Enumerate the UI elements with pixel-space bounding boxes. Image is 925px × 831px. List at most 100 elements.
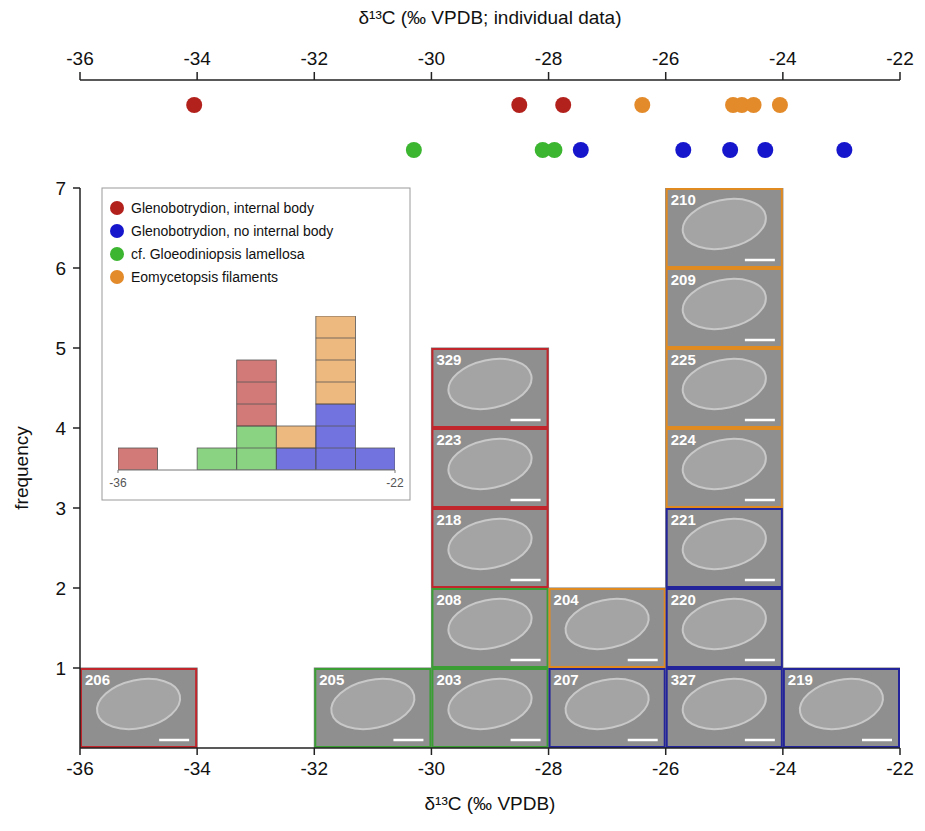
tick (196, 748, 198, 755)
tile-border (667, 189, 782, 267)
tile-border (667, 429, 782, 507)
specimen-tile (666, 668, 783, 748)
legend-label: Glenobotrydion, internal body (131, 200, 314, 216)
specimen-label: 208 (436, 591, 461, 608)
tile-border (667, 589, 782, 667)
inset-panel: -36-22Glenobotrydion, internal bodyGleno… (102, 188, 410, 500)
tile-image (666, 588, 783, 668)
tick (782, 72, 784, 80)
tile-image (783, 668, 900, 748)
legend-marker (110, 201, 124, 215)
tile-image (549, 588, 666, 668)
specimen-label: 224 (671, 431, 697, 448)
specimen-label: 203 (436, 671, 461, 688)
histogram-marks (80, 188, 900, 748)
tile-image (666, 268, 783, 348)
tick-label: -28 (535, 758, 562, 779)
tile-image (549, 668, 666, 748)
scale-bar (745, 419, 775, 422)
scale-bar (745, 579, 775, 582)
data-point (186, 97, 202, 113)
tick (548, 748, 550, 755)
specimen-tile (666, 508, 783, 588)
legend-label: Glenobotrydion, no internal body (131, 223, 333, 239)
inset-frame (102, 188, 410, 500)
specimen-tile (431, 508, 548, 588)
inset-bar (276, 448, 316, 470)
specimen-tile (666, 268, 783, 348)
scale-bar (862, 739, 892, 742)
tick-label: -34 (183, 48, 211, 69)
tile-border (432, 669, 547, 747)
inset-bar (355, 448, 395, 470)
cell-divider (316, 382, 356, 383)
specimen-label: 218 (436, 511, 461, 528)
specimen-label: 204 (554, 591, 580, 608)
specimen-label: 225 (671, 351, 696, 368)
specimen-label: 221 (671, 511, 696, 528)
histogram-bar (314, 668, 431, 748)
legend-label: cf. Gloeodiniopsis lamellosa (131, 246, 305, 262)
specimen-label: 219 (788, 671, 813, 688)
specimen-label: 209 (671, 271, 696, 288)
tick-label: -30 (418, 758, 445, 779)
data-point (722, 142, 738, 158)
tile-image (431, 588, 548, 668)
tick-label: 1 (55, 658, 66, 679)
data-point (836, 142, 852, 158)
inset-bar (118, 448, 158, 470)
tile-border (667, 669, 782, 747)
individual-data-panel: δ¹³C (‰ VPDB; individual data)-36-34-32-… (66, 7, 913, 158)
inset-bar (197, 448, 237, 470)
axis-title: frequency (11, 426, 32, 510)
tile-image (666, 668, 783, 748)
tick-label: 6 (55, 258, 66, 279)
histogram-bar (549, 588, 666, 748)
tick (665, 748, 667, 755)
tile-border (315, 669, 430, 747)
cell-divider (237, 448, 277, 449)
tick-label: -30 (418, 48, 445, 69)
inset-bar (237, 426, 277, 470)
legend-marker (110, 270, 124, 284)
tick (73, 507, 80, 509)
scale-bar (159, 739, 189, 742)
tick (899, 748, 901, 755)
data-point (746, 97, 762, 113)
tile-border (432, 509, 547, 587)
scale-bar (745, 259, 775, 262)
scale-bar (628, 739, 658, 742)
inset-bar (237, 360, 277, 426)
tick (73, 427, 80, 429)
tile-image (666, 508, 783, 588)
tick-label: -32 (301, 48, 328, 69)
tick (782, 748, 784, 755)
scale-bar (511, 419, 541, 422)
tick-label: -22 (386, 476, 404, 490)
legend-marker (110, 224, 124, 238)
specimen-tile (666, 188, 783, 268)
tick-label: 4 (55, 418, 66, 439)
specimen-tile (549, 588, 666, 668)
data-point (406, 142, 422, 158)
data-point (634, 97, 650, 113)
tick-label: 5 (55, 338, 66, 359)
tick (73, 667, 80, 669)
tick (73, 267, 80, 269)
tile-border (432, 349, 547, 427)
inset-axis-line (118, 470, 395, 471)
data-point (573, 142, 589, 158)
specimen-label: 329 (436, 351, 461, 368)
tick-label: -26 (652, 48, 679, 69)
cell-divider (316, 426, 356, 427)
scale-bar (745, 739, 775, 742)
tick-label: -28 (535, 48, 562, 69)
legend-label: Eomycetopsis filaments (131, 269, 278, 285)
data-point (675, 142, 691, 158)
scale-bar (511, 739, 541, 742)
data-point (511, 97, 527, 113)
tick-label: -32 (301, 758, 328, 779)
tile-image (666, 428, 783, 508)
tile-border (784, 669, 899, 747)
tick (431, 748, 433, 755)
